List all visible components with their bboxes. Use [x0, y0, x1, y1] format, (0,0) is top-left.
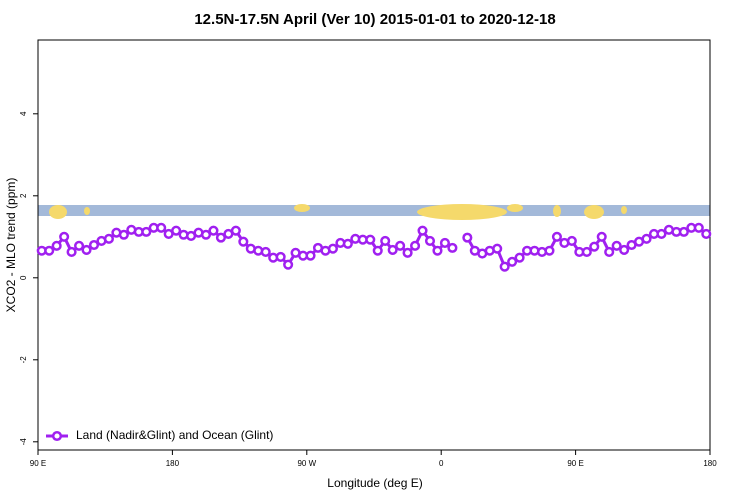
x-tick-label: 90 E — [30, 459, 46, 468]
y-axis-label: XCO2 - MLO trend (ppm) — [4, 178, 18, 313]
data-point — [656, 228, 667, 239]
map-strip — [38, 204, 710, 220]
data-point — [514, 252, 525, 263]
data-point — [208, 225, 219, 236]
data-point — [365, 234, 376, 245]
data-point — [693, 222, 704, 233]
data-point — [230, 225, 241, 236]
data-point — [342, 238, 353, 249]
land-patch — [621, 206, 627, 214]
data-point — [283, 259, 294, 270]
data-point — [171, 225, 182, 236]
x-tick-label: 0 — [439, 459, 444, 468]
data-point — [417, 225, 428, 236]
data-point — [74, 240, 85, 251]
legend-marker — [51, 430, 63, 442]
data-point — [544, 245, 555, 256]
data-point — [305, 250, 316, 261]
y-tick-label: 4 — [19, 111, 28, 116]
x-tick-label: 180 — [166, 459, 180, 468]
y-tick-label: -2 — [19, 356, 28, 364]
x-tick-label: 90 E — [567, 459, 583, 468]
data-point — [581, 246, 592, 258]
data-point — [507, 256, 518, 267]
data-point — [59, 231, 70, 242]
data-point — [215, 232, 226, 243]
data-point — [439, 237, 450, 248]
data-point — [200, 229, 212, 240]
data-point — [81, 244, 92, 255]
data-point — [387, 244, 398, 255]
data-point — [141, 226, 152, 237]
data-point — [551, 231, 562, 242]
data-point — [238, 236, 249, 247]
plot-frame — [37, 39, 711, 451]
data-point — [424, 235, 436, 246]
data-point — [432, 245, 443, 256]
x-tick-label: 90 W — [297, 459, 316, 468]
data-point — [88, 239, 100, 251]
data-point — [701, 228, 712, 239]
data-point — [372, 245, 383, 256]
land-patch — [417, 204, 507, 220]
data-point — [260, 246, 271, 258]
data-point — [619, 244, 630, 255]
data-point — [44, 245, 55, 256]
data-point — [156, 222, 167, 233]
legend-label: Land (Nadir&Glint) and Ocean (Glint) — [76, 428, 273, 442]
data-point — [410, 240, 421, 251]
data-point — [611, 240, 622, 251]
data-point — [66, 246, 77, 258]
ocean-strip — [38, 205, 710, 216]
data-point — [51, 240, 62, 251]
data-point — [275, 251, 286, 262]
data-point — [380, 235, 391, 246]
data-point — [589, 241, 600, 252]
data-point — [678, 226, 689, 237]
land-patch — [84, 207, 90, 215]
y-tick-label: 2 — [19, 193, 28, 198]
data-point — [118, 229, 129, 240]
data-point — [395, 240, 406, 251]
y-tick-label: -4 — [19, 438, 28, 446]
data-point — [327, 243, 338, 254]
data-point — [596, 231, 607, 242]
data-point — [447, 242, 458, 253]
data-point — [402, 247, 413, 258]
x-tick-label: 180 — [703, 459, 717, 468]
land-patch — [507, 204, 523, 212]
y-tick-label: 0 — [19, 275, 28, 280]
data-point — [492, 243, 503, 254]
chart-title: 12.5N-17.5N April (Ver 10) 2015-01-01 to… — [194, 11, 555, 28]
data-point — [462, 232, 473, 243]
land-patch — [584, 205, 604, 219]
land-patch — [553, 205, 561, 217]
land-patch — [294, 204, 310, 212]
data-point — [499, 261, 510, 272]
land-patch — [49, 205, 67, 219]
data-point — [604, 246, 615, 258]
data-point — [641, 233, 652, 244]
x-axis-label: Longitude (deg E) — [327, 476, 422, 490]
data-point — [103, 233, 114, 244]
data-point — [566, 235, 577, 246]
